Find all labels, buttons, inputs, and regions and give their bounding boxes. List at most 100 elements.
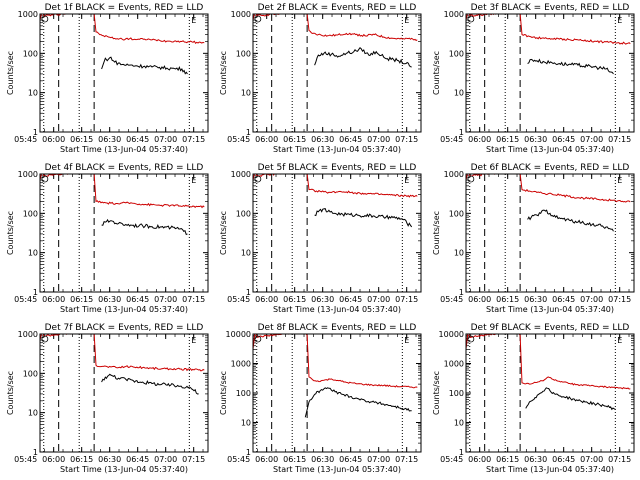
x-tick-label: 07:00	[367, 295, 390, 304]
x-tick-label: 06:00	[42, 455, 65, 464]
x-tick-label: 06:00	[468, 455, 491, 464]
plot-series-group	[466, 174, 631, 232]
plot-frame	[39, 173, 209, 293]
x-axis-label: Start Time (13-Jun-04 05:37:40)	[486, 145, 614, 154]
y-tick-label: 10000	[439, 330, 464, 339]
y-axis-label: Counts/sec	[6, 51, 15, 95]
y-tick-label: 10000	[226, 330, 251, 339]
y-axis-label: Counts/sec	[6, 211, 15, 255]
origin-marker-icon	[41, 335, 49, 343]
x-tick-label: 07:00	[154, 295, 177, 304]
panel-title: Det 3f BLACK = Events, RED = LLD	[471, 3, 630, 13]
plot-series-group	[253, 14, 418, 68]
panel-5: Det 5f BLACK = Events, RED = LLD Counts/s…	[219, 163, 422, 314]
x-tick-label: 06:15	[70, 455, 93, 464]
series-line-lld	[40, 334, 205, 372]
y-tick-label: 1000	[18, 330, 38, 339]
panel-3: Det 3f BLACK = Events, RED = LLD Counts/s…	[432, 3, 635, 154]
plot-frame	[39, 13, 209, 133]
plot-series-group	[253, 334, 418, 418]
x-tick-label: 06:30	[311, 455, 334, 464]
plot-frame	[252, 333, 422, 453]
x-tick-label: 07:15	[608, 455, 631, 464]
panel-1: Det 1f BLACK = Events, RED = LLD Counts/s…	[6, 3, 209, 154]
panel-title: Det 7f BLACK = Events, RED = LLD	[45, 323, 204, 333]
y-tick-label: 1	[246, 448, 251, 457]
x-tick-label: 06:30	[311, 295, 334, 304]
series-line-events	[101, 373, 199, 395]
y-tick-label: 100	[23, 209, 38, 218]
y-tick-label: 100	[236, 49, 251, 58]
x-tick-label: 05:45	[440, 295, 463, 304]
series-line-lld	[466, 14, 631, 45]
y-tick-label: 1000	[444, 360, 464, 369]
y-tick-label: 1	[459, 448, 464, 457]
y-tick-label: 1	[33, 128, 38, 137]
x-tick-label: 07:15	[395, 455, 418, 464]
x-tick-label: 06:45	[126, 135, 149, 144]
y-tick-label: 1000	[444, 170, 464, 179]
y-tick-label: 10	[241, 419, 251, 428]
y-tick-label: 10	[241, 249, 251, 258]
x-tick-label: 06:00	[42, 295, 65, 304]
event-marker-E: E	[191, 176, 196, 185]
y-axis-label: Counts/sec	[432, 211, 441, 255]
x-tick-label: 07:15	[395, 295, 418, 304]
series-line-events	[314, 46, 412, 68]
y-tick-label: 1000	[231, 170, 251, 179]
series-line-events	[527, 209, 614, 232]
origin-marker-icon	[41, 15, 49, 23]
x-tick-label: 06:45	[552, 135, 575, 144]
panel-title: Det 9f BLACK = Events, RED = LLD	[471, 323, 630, 333]
panel-title: Det 6f BLACK = Events, RED = LLD	[471, 163, 630, 173]
x-tick-label: 06:00	[255, 135, 278, 144]
panel-title: Det 2f BLACK = Events, RED = LLD	[258, 3, 417, 13]
plot-series-group	[466, 14, 631, 75]
x-tick-label: 06:30	[524, 455, 547, 464]
x-tick-label: 06:30	[98, 455, 121, 464]
plot-series-group	[466, 334, 631, 411]
origin-marker-icon	[41, 175, 49, 183]
x-tick-label: 06:00	[468, 295, 491, 304]
y-tick-label: 100	[23, 49, 38, 58]
x-tick-label: 05:45	[14, 135, 37, 144]
y-tick-label: 1000	[231, 360, 251, 369]
event-marker-E: E	[617, 16, 622, 25]
y-tick-label: 1	[246, 288, 251, 297]
event-marker-E: E	[404, 176, 409, 185]
panel-title: Det 4f BLACK = Events, RED = LLD	[45, 163, 204, 173]
y-tick-label: 1	[246, 128, 251, 137]
origin-marker-icon	[467, 175, 475, 183]
origin-marker-icon	[467, 335, 475, 343]
event-marker-E: E	[617, 336, 622, 345]
x-tick-label: 07:15	[395, 135, 418, 144]
x-tick-label: 06:45	[339, 135, 362, 144]
plot-series-group	[40, 334, 205, 395]
y-tick-label: 100	[449, 209, 464, 218]
series-line-events	[314, 207, 413, 228]
y-tick-label: 100	[236, 389, 251, 398]
panel-title: Det 1f BLACK = Events, RED = LLD	[45, 3, 204, 13]
x-tick-label: 07:00	[154, 135, 177, 144]
event-marker-E: E	[404, 336, 409, 345]
y-tick-label: 1000	[18, 170, 38, 179]
x-tick-label: 06:15	[496, 455, 519, 464]
panel-4: Det 4f BLACK = Events, RED = LLD Counts/s…	[6, 163, 209, 314]
x-tick-label: 06:30	[524, 135, 547, 144]
x-tick-label: 05:45	[227, 295, 250, 304]
x-tick-label: 06:15	[283, 295, 306, 304]
y-tick-label: 1000	[444, 10, 464, 19]
panel-7: Det 7f BLACK = Events, RED = LLD Counts/s…	[6, 323, 209, 474]
y-axis-label: Counts/sec	[6, 371, 15, 415]
y-tick-label: 10	[28, 249, 38, 258]
x-tick-label: 06:45	[126, 455, 149, 464]
x-tick-label: 07:00	[154, 455, 177, 464]
plot-series-group	[253, 174, 418, 228]
plot-frame	[252, 173, 422, 293]
y-tick-label: 1	[33, 288, 38, 297]
x-tick-label: 07:00	[580, 295, 603, 304]
x-tick-label: 06:15	[283, 135, 306, 144]
x-tick-label: 06:45	[339, 295, 362, 304]
x-tick-label: 07:15	[608, 135, 631, 144]
